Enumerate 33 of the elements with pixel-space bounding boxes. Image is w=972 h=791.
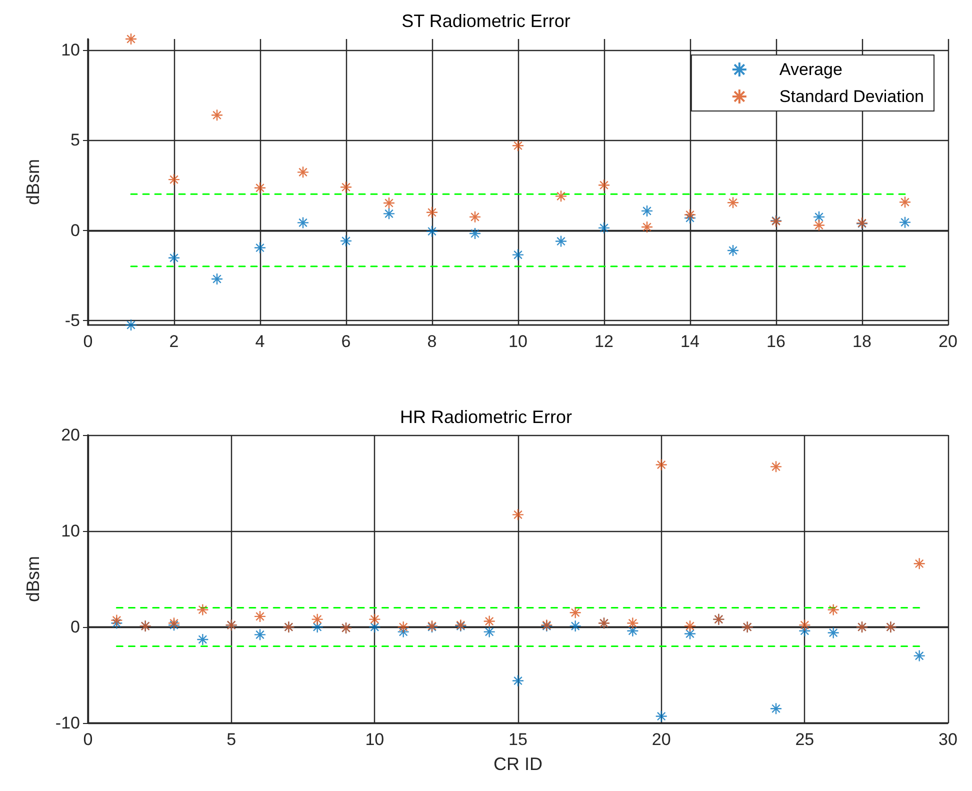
y-tick-label: 5 (70, 130, 80, 150)
x-tick-label: 30 (938, 730, 958, 749)
y-tick-label: 10 (61, 522, 80, 540)
x-tick-label: 5 (226, 730, 236, 749)
y-tick-label: 0 (70, 220, 80, 240)
x-tick-label: 6 (341, 332, 351, 351)
x-tick-label: 12 (594, 332, 614, 351)
x-tick-label: 0 (83, 332, 93, 351)
x-tick-label: 25 (795, 730, 814, 749)
y-axis-title: dBsm (23, 158, 43, 206)
y-tick-label: 20 (61, 426, 80, 444)
x-tick-label: 14 (680, 332, 700, 351)
x-tick-label: 20 (652, 730, 671, 749)
chart-title: HR Radiometric Error (400, 407, 572, 427)
y-tick-label: 10 (61, 40, 80, 60)
legend-label: Standard Deviation (779, 87, 924, 106)
x-tick-label: 10 (508, 332, 528, 351)
x-tick-label: 16 (766, 332, 786, 351)
x-tick-label: 0 (83, 730, 93, 749)
y-tick-label: -10 (55, 714, 80, 732)
x-tick-label: 2 (169, 332, 179, 351)
x-axis-title: CR ID (494, 754, 542, 774)
x-tick-label: 20 (938, 332, 958, 351)
x-tick-label: 10 (365, 730, 384, 749)
legend-label: Average (779, 60, 842, 79)
x-tick-label: 18 (852, 332, 872, 351)
x-tick-label: 8 (427, 332, 437, 351)
y-tick-label: 0 (70, 618, 80, 636)
y-tick-label: -5 (64, 310, 80, 330)
y-axis-title: dBsm (23, 556, 43, 602)
chart-title: ST Radiometric Error (402, 11, 570, 31)
x-tick-label: 15 (508, 730, 528, 749)
x-tick-label: 4 (255, 332, 265, 351)
